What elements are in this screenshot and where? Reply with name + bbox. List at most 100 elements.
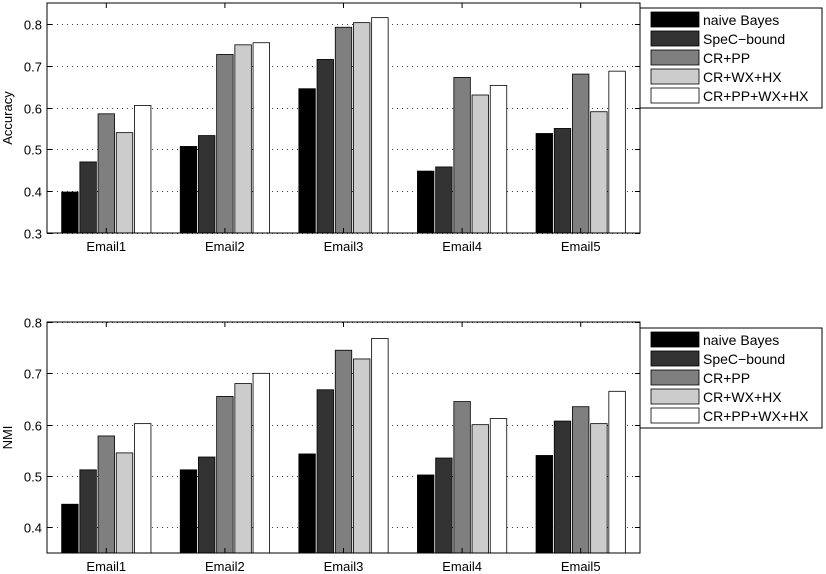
bar-email3-series-2 (334, 349, 353, 554)
legend-label: naive Bayes (703, 332, 779, 348)
bar-email4-series-4 (489, 84, 508, 234)
x-tick-label: Email4 (442, 559, 482, 574)
x-tick-label: Email5 (561, 559, 601, 574)
legend-swatch (650, 350, 700, 367)
bar-email5-series-4 (608, 390, 626, 554)
legend-swatch (650, 49, 700, 66)
bar-email3-series-3 (353, 358, 371, 554)
legend: naive Bayes SpeC−bound CR+PP CR+WX+HX CR+PP+… (639, 7, 823, 109)
legend-label: CR+PP+WX+HX (703, 408, 809, 424)
y-tick-label: 0.6 (24, 419, 42, 434)
bar-email2-series-3 (234, 383, 252, 554)
x-tick-label: Email5 (561, 239, 601, 254)
bar-email3-series-0 (298, 453, 316, 554)
bar-email2-series-1 (198, 135, 216, 234)
bar-email5-series-4 (608, 70, 626, 234)
bar-email2-series-0 (179, 146, 198, 234)
y-axis-label: NMI (0, 426, 15, 450)
bar-email4-series-4 (489, 418, 508, 554)
bar-email2-series-2 (216, 54, 234, 234)
x-tick-label: Email4 (442, 239, 482, 254)
accuracy-chart: 0.3 0.4 0.5 0.6 0.7 0.8 Accuracy Email1 Email2 Em… (0, 2, 823, 254)
bar-email1-series-0 (61, 503, 79, 554)
bar-email5-series-2 (572, 73, 590, 234)
legend-label: CR+WX+HX (703, 389, 782, 405)
legend-swatch (650, 388, 700, 405)
bar-email4-series-2 (453, 77, 471, 234)
x-tick-label: Email1 (86, 239, 126, 254)
x-tick-label: Email3 (324, 559, 364, 574)
legend-label: SpeC−bound (703, 31, 785, 47)
bar-email3-series-4 (371, 338, 389, 554)
legend-swatch (650, 68, 700, 85)
legend-label: naive Bayes (703, 12, 779, 28)
bar-email3-series-3 (353, 22, 371, 234)
bar-email2-series-4 (252, 372, 270, 554)
bar-email2-series-2 (216, 396, 234, 554)
bar-email2-series-4 (252, 42, 270, 234)
bar-email3-series-1 (316, 59, 334, 234)
bar-email2-series-1 (198, 456, 216, 554)
y-tick-label: 0.5 (24, 470, 42, 485)
bar-email3-series-4 (371, 17, 389, 234)
y-tick-label: 0.3 (24, 227, 42, 242)
bar-email1-series-4 (134, 105, 152, 234)
bar-email4-series-2 (453, 401, 471, 554)
bar-email4-series-3 (471, 94, 489, 234)
legend-swatch (650, 11, 700, 28)
nmi-chart: 0.4 0.5 0.6 0.7 0.8 NMI Email1 Email2 Email3 Emai… (0, 316, 823, 574)
bar-email5-series-3 (590, 111, 608, 234)
y-tick-label: 0.6 (24, 102, 42, 117)
bar-email1-series-0 (61, 191, 79, 234)
legend-label: CR+PP (703, 370, 750, 386)
y-tick-label: 0.4 (24, 521, 42, 536)
x-tick-label: Email3 (324, 239, 364, 254)
bar-email5-series-3 (590, 423, 608, 554)
bar-email1-series-2 (97, 113, 115, 234)
bar-email4-series-0 (417, 474, 435, 554)
legend-swatch (650, 30, 700, 47)
bar-email3-series-1 (316, 389, 334, 554)
bar-email2-series-3 (234, 44, 252, 234)
legend-label: CR+WX+HX (703, 69, 782, 85)
bar-email4-series-1 (435, 457, 453, 554)
x-tick-label: Email1 (86, 559, 126, 574)
y-axis-label: Accuracy (0, 91, 15, 145)
bar-email2-series-0 (179, 469, 198, 554)
x-tick-label: Email2 (205, 239, 245, 254)
y-tick-label: 0.5 (24, 143, 42, 158)
bar-email1-series-1 (79, 161, 97, 234)
bar-email4-series-1 (435, 166, 453, 234)
y-tick-label: 0.8 (24, 316, 42, 331)
y-tick-label: 0.7 (24, 60, 42, 75)
bar-email3-series-0 (298, 88, 316, 234)
y-tick-label: 0.4 (24, 185, 42, 200)
bar-email4-series-3 (471, 424, 489, 554)
bar-email3-series-2 (334, 26, 353, 234)
bar-email5-series-1 (553, 420, 572, 554)
bar-email5-series-0 (535, 455, 553, 554)
legend-label: CR+PP (703, 50, 750, 66)
bar-email5-series-2 (572, 406, 590, 554)
legend-swatch (650, 87, 700, 104)
legend-swatch (650, 407, 700, 424)
legend-swatch (650, 331, 700, 348)
plot-border (46, 321, 641, 554)
legend-swatch (650, 369, 700, 386)
y-tick-label: 0.7 (24, 367, 42, 382)
legend-label: CR+PP+WX+HX (703, 88, 809, 104)
bar-email1-series-2 (97, 435, 115, 554)
plot-border (46, 2, 641, 234)
x-tick-label: Email2 (205, 559, 245, 574)
legend-label: SpeC−bound (703, 351, 785, 367)
y-tick-label: 0.8 (24, 18, 42, 33)
bar-email4-series-0 (417, 170, 435, 234)
bar-email1-series-4 (134, 423, 152, 554)
bar-email1-series-1 (79, 469, 97, 554)
bar-email5-series-0 (535, 133, 553, 234)
legend: naive Bayes SpeC−bound CR+PP CR+WX+HX CR+PP+… (639, 327, 823, 429)
bar-email1-series-3 (115, 132, 134, 234)
bar-email1-series-3 (115, 452, 134, 554)
bar-email5-series-1 (553, 128, 572, 234)
